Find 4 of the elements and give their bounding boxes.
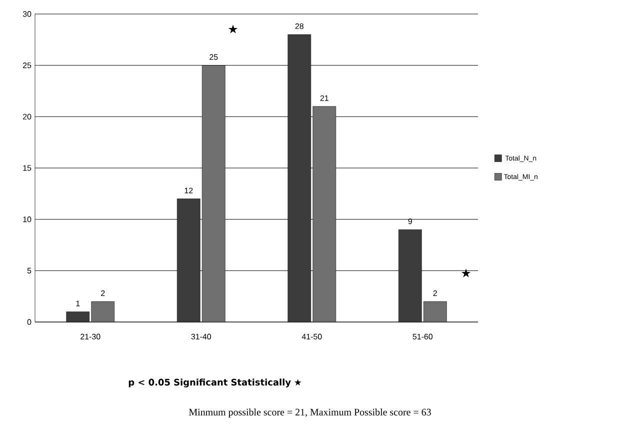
text: p < 0.05 Significant Statistically ★ (128, 378, 302, 388)
annotation: ★ (461, 268, 471, 278)
text: Minmum possible score = 21, Maximum Possible score = 63 (188, 408, 431, 418)
annotation: ★ (228, 24, 238, 34)
